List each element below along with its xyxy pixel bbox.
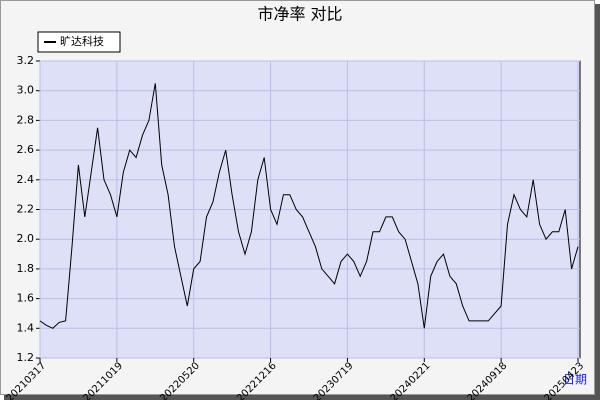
legend-box — [37, 31, 121, 53]
x-axis-label: 日期 — [563, 373, 587, 387]
y-tick-label: 2.6 — [17, 143, 35, 156]
series-line — [39, 83, 579, 329]
y-tick-label: 1.8 — [17, 262, 35, 275]
y-tick-label: 2.2 — [17, 203, 35, 216]
y-tick-label: 2.8 — [17, 113, 35, 126]
y-tick-label: 3.0 — [17, 84, 35, 97]
shadow — [4, 395, 600, 400]
y-tick-label: 2.0 — [17, 232, 35, 245]
y-tick-label: 1.2 — [17, 351, 35, 364]
y-tick-label: 1.4 — [17, 321, 35, 334]
chart-title: 市净率 对比 — [257, 5, 342, 24]
shadow — [595, 4, 600, 400]
y-tick-label: 3.2 — [17, 54, 35, 67]
legend: 旷达科技 — [37, 31, 121, 53]
y-tick-label: 1.6 — [17, 292, 35, 305]
y-tick-label: 2.4 — [17, 173, 35, 186]
legend-label: 旷达科技 — [60, 34, 104, 48]
